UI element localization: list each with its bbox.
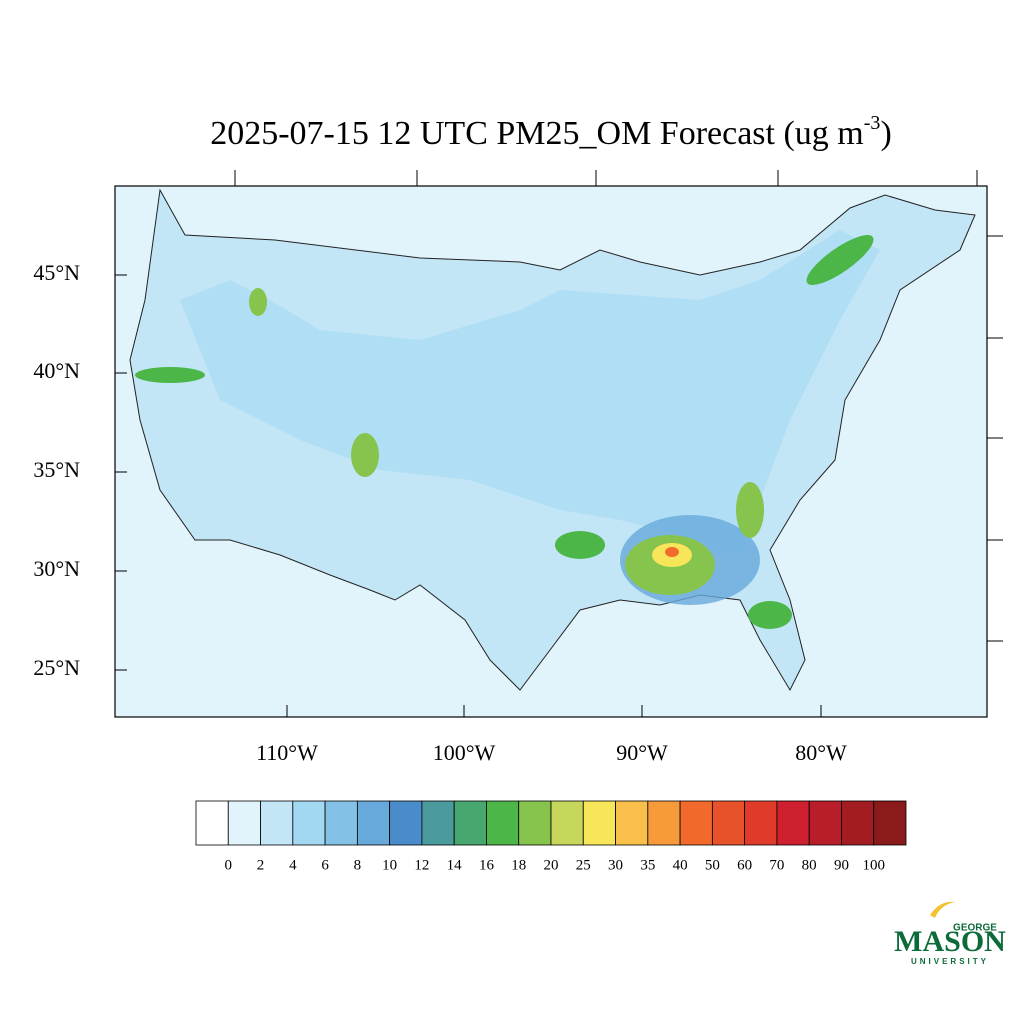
title-end: ) [880, 115, 891, 152]
colorbar-swatch [518, 800, 552, 846]
logo-line1: GEORGE [953, 923, 997, 934]
map-panel [114, 185, 988, 718]
lon-label: 90°W [616, 740, 668, 765]
colorbar-swatch [841, 800, 875, 846]
colorbar-swatch [324, 800, 358, 846]
colorbar-swatch [711, 800, 746, 846]
plume [135, 367, 205, 383]
colorbar-label: 70 [769, 857, 784, 873]
colorbar-swatch [421, 800, 455, 846]
logo-line2: MASON [894, 925, 1006, 958]
map-frame [114, 185, 988, 718]
colorbar-swatch [647, 800, 681, 846]
colorbar-label: 12 [414, 857, 429, 873]
colorbar-label: 16 [479, 857, 495, 873]
colorbar-label: 100 [862, 857, 885, 873]
colorbar: 0 2 4 6 8 10 12 14 16 18 20 25 30 35 40 50 60 70 80 90 100 [195, 800, 907, 873]
colorbar-label: 14 [447, 857, 463, 873]
colorbar-label: 90 [834, 857, 849, 873]
colorbar-swatch [227, 800, 261, 846]
colorbar-label: 60 [737, 857, 752, 873]
colorbar-swatch [615, 800, 649, 846]
colorbar-swatch [808, 800, 842, 846]
colorbar-label: 50 [705, 857, 720, 873]
lon-label: 110°W [256, 740, 318, 765]
colorbar-swatch [744, 800, 778, 846]
colorbar-label: 30 [608, 857, 623, 873]
colorbar-swatch [389, 800, 423, 846]
colorbar-label: 8 [354, 857, 362, 873]
colorbar-swatch [679, 800, 713, 846]
colorbar-label: 40 [673, 857, 688, 873]
colorbar-swatch [776, 800, 810, 846]
colorbar-swatch [486, 800, 520, 846]
colorbar-swatch [195, 800, 229, 846]
colorbar-swatch [260, 800, 294, 846]
colorbar-label: 80 [802, 857, 817, 873]
colorbar-swatch [873, 800, 907, 846]
title: 2025-07-15 12 UTC PM25_OM Forecast (ug m… [210, 112, 892, 152]
lon-label: 80°W [795, 740, 847, 765]
plume [351, 433, 379, 477]
colorbar-label: 10 [382, 857, 397, 873]
colorbar-label: 35 [640, 857, 655, 873]
lat-label: 45°N [33, 260, 80, 285]
lat-label: 40°N [33, 358, 80, 383]
plume [249, 288, 267, 316]
colorbar-label: 20 [544, 857, 559, 873]
title-superscript: -3 [864, 112, 881, 134]
colorbar-label: 18 [511, 857, 526, 873]
plume [736, 482, 764, 538]
plume [748, 601, 792, 629]
lat-label: 25°N [33, 655, 80, 680]
colorbar-swatch [292, 800, 326, 846]
colorbar-label: 0 [225, 857, 233, 873]
colorbar-label: 6 [321, 857, 329, 873]
lon-label: 100°W [433, 740, 496, 765]
colorbar-label: 2 [257, 857, 265, 873]
plume [555, 531, 605, 559]
colorbar-swatch [550, 800, 584, 846]
colorbar-swatch [453, 800, 487, 846]
colorbar-swatch [582, 800, 616, 846]
gmu-logo: GEORGE MASON UNIVERSITY [894, 901, 1006, 966]
lat-label: 35°N [33, 457, 80, 482]
plume [665, 547, 679, 557]
lat-label: 30°N [33, 556, 80, 581]
logo-flame [930, 901, 955, 918]
title-text: 2025-07-15 12 UTC PM25_OM Forecast (ug m [210, 115, 864, 152]
colorbar-swatch [356, 800, 391, 846]
colorbar-label: 25 [576, 857, 591, 873]
haze-region [180, 230, 880, 560]
axes: 45°N 40°N 35°N 30°N 25°N 110°W 100°W 90°W 80°W [33, 170, 1003, 765]
colorbar-label: 4 [289, 857, 297, 873]
logo-line3: UNIVERSITY [911, 957, 989, 966]
plume [806, 235, 874, 285]
